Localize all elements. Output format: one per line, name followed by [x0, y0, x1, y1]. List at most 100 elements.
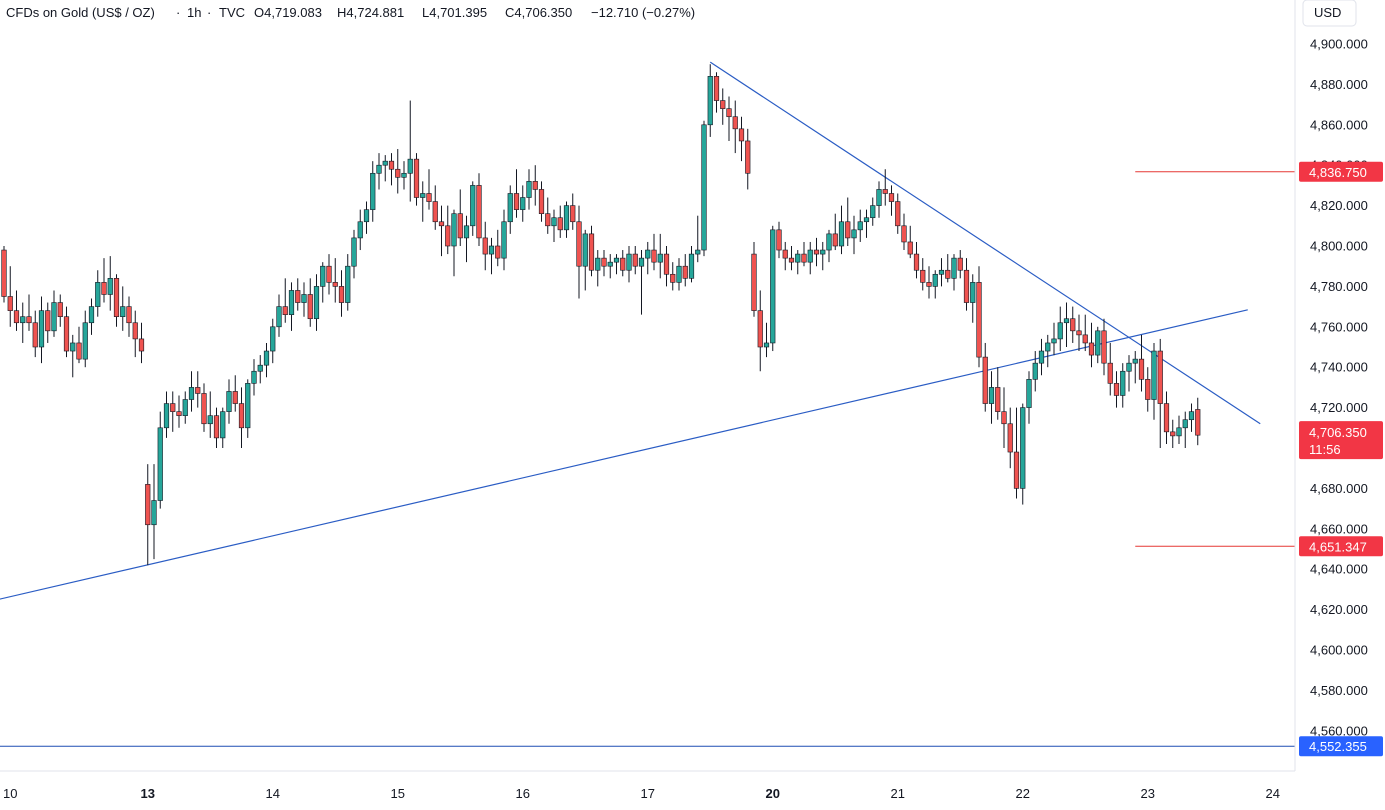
- candle[interactable]: [332, 258, 338, 303]
- candle[interactable]: [45, 302, 51, 343]
- candle[interactable]: [557, 205, 563, 238]
- currency-label[interactable]: USD: [1314, 5, 1341, 20]
- candle[interactable]: [20, 302, 26, 343]
- candle[interactable]: [901, 213, 907, 251]
- candle[interactable]: [957, 250, 963, 279]
- candle[interactable]: [826, 229, 832, 263]
- candle[interactable]: [1120, 363, 1126, 408]
- candle[interactable]: [807, 241, 813, 275]
- candle[interactable]: [570, 193, 576, 230]
- candle[interactable]: [738, 116, 745, 162]
- candle[interactable]: [182, 391, 188, 424]
- candle[interactable]: [395, 149, 401, 194]
- candle[interactable]: [1026, 371, 1032, 424]
- candle[interactable]: [676, 258, 682, 291]
- candle[interactable]: [726, 96, 732, 141]
- candle[interactable]: [345, 254, 351, 311]
- candle[interactable]: [545, 197, 551, 234]
- candle[interactable]: [1020, 403, 1026, 505]
- candle[interactable]: [1132, 351, 1138, 384]
- candle[interactable]: [688, 246, 695, 283]
- candle[interactable]: [132, 310, 138, 358]
- candle[interactable]: [482, 221, 488, 271]
- candle[interactable]: [1082, 314, 1088, 352]
- candle[interactable]: [520, 185, 526, 222]
- candle[interactable]: [26, 294, 32, 331]
- candle[interactable]: [220, 407, 226, 448]
- candle[interactable]: [1126, 355, 1132, 392]
- candle[interactable]: [188, 371, 195, 412]
- candle[interactable]: [995, 367, 1001, 420]
- candle[interactable]: [351, 229, 357, 279]
- candle[interactable]: [288, 282, 295, 331]
- trendline-rising-support[interactable]: [0, 309, 1248, 613]
- candle[interactable]: [157, 411, 163, 509]
- candle[interactable]: [370, 161, 376, 222]
- candle[interactable]: [532, 165, 538, 206]
- candle[interactable]: [713, 72, 720, 113]
- candle[interactable]: [663, 246, 670, 287]
- candle[interactable]: [70, 334, 76, 378]
- candle[interactable]: [451, 209, 457, 277]
- candle[interactable]: [226, 379, 232, 424]
- candle[interactable]: [863, 209, 870, 238]
- candle[interactable]: [470, 181, 476, 236]
- candle[interactable]: [820, 241, 826, 271]
- candle[interactable]: [101, 258, 107, 303]
- currency-button-frame[interactable]: [1302, 0, 1357, 27]
- candle[interactable]: [895, 193, 901, 234]
- candle[interactable]: [176, 395, 182, 428]
- candle[interactable]: [926, 266, 932, 299]
- candle[interactable]: [876, 181, 882, 218]
- candle[interactable]: [526, 169, 532, 210]
- candle[interactable]: [701, 120, 707, 257]
- candle[interactable]: [770, 225, 776, 352]
- candle[interactable]: [1138, 334, 1145, 392]
- candle[interactable]: [301, 282, 307, 317]
- candle[interactable]: [338, 270, 345, 317]
- candle[interactable]: [488, 237, 495, 275]
- candle[interactable]: [601, 250, 607, 277]
- candle[interactable]: [1045, 334, 1051, 368]
- candle[interactable]: [838, 205, 845, 255]
- candle[interactable]: [476, 173, 482, 246]
- candle[interactable]: [707, 64, 713, 137]
- candle[interactable]: [1001, 387, 1007, 448]
- candle[interactable]: [1151, 342, 1157, 420]
- candle[interactable]: [57, 294, 63, 327]
- candle[interactable]: [376, 153, 382, 190]
- candle[interactable]: [363, 201, 370, 234]
- candle[interactable]: [513, 169, 520, 218]
- candle[interactable]: [576, 205, 582, 299]
- candle[interactable]: [1113, 371, 1120, 408]
- candle[interactable]: [138, 322, 145, 364]
- time-axis[interactable]: 10 13 14 15 16 17 20 21 22 23 24: [3, 786, 1280, 801]
- candle[interactable]: [51, 290, 57, 337]
- candle[interactable]: [632, 246, 638, 275]
- candle[interactable]: [151, 464, 157, 560]
- candle[interactable]: [1095, 326, 1101, 364]
- candle[interactable]: [982, 342, 988, 412]
- candle[interactable]: [782, 241, 788, 271]
- candle[interactable]: [1088, 322, 1095, 368]
- candle[interactable]: [857, 209, 863, 242]
- candle[interactable]: [388, 153, 395, 186]
- candle[interactable]: [751, 241, 757, 317]
- candle[interactable]: [382, 155, 388, 182]
- candle[interactable]: [438, 205, 445, 257]
- candle[interactable]: [1, 246, 7, 303]
- candle[interactable]: [1007, 407, 1013, 469]
- candle[interactable]: [457, 189, 463, 246]
- candle[interactable]: [1070, 306, 1076, 343]
- candle[interactable]: [1051, 322, 1057, 356]
- candle[interactable]: [413, 153, 420, 206]
- candle[interactable]: [813, 237, 820, 267]
- candle[interactable]: [1188, 403, 1195, 432]
- candle[interactable]: [582, 229, 588, 291]
- candle[interactable]: [695, 215, 701, 263]
- candle[interactable]: [507, 185, 513, 234]
- candle[interactable]: [776, 221, 782, 259]
- candle[interactable]: [426, 169, 432, 210]
- candle[interactable]: [757, 290, 763, 372]
- candle[interactable]: [970, 274, 976, 323]
